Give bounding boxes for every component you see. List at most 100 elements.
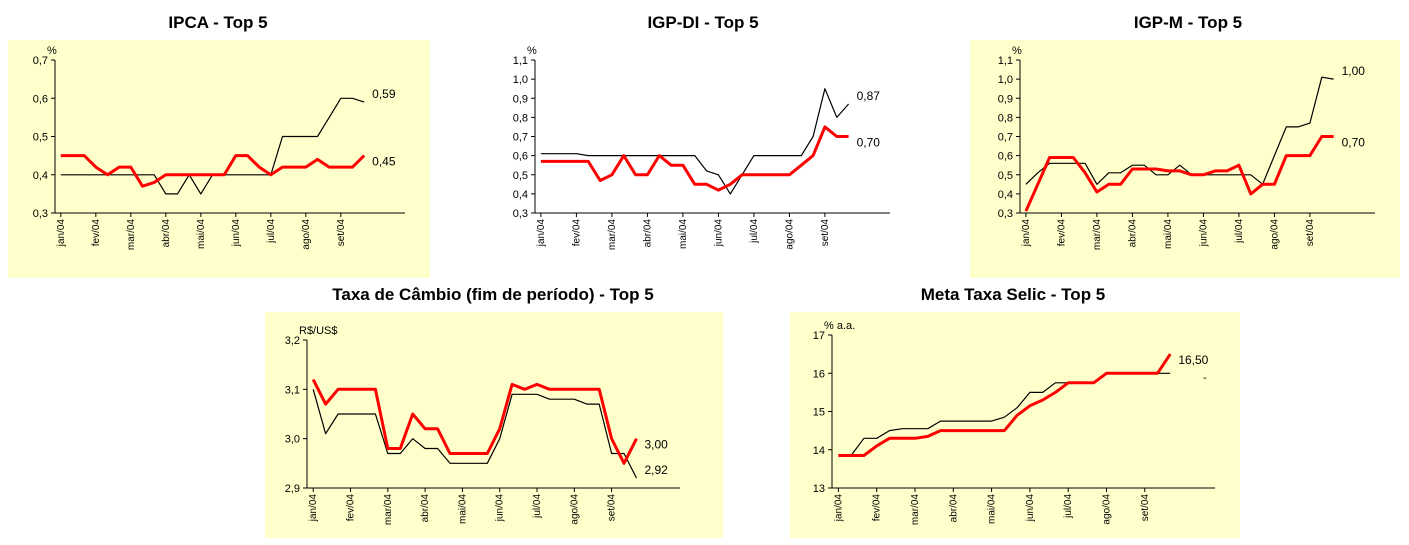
x-tick-label: ago/04 (301, 219, 312, 250)
chart-title: Meta Taxa Selic - Top 5 (921, 285, 1106, 304)
x-tick-label: set/04 (1140, 494, 1151, 522)
y-tick-label: 13 (813, 483, 825, 495)
y-tick-label: 0,5 (513, 170, 528, 182)
series-line (1024, 135, 1334, 212)
y-tick-label: 3,2 (285, 335, 300, 347)
y-tick-label: 0,3 (33, 208, 48, 220)
x-tick-label: jun/04 (1025, 494, 1036, 523)
x-tick-label: abr/04 (642, 219, 653, 248)
x-tick-label: mar/04 (1092, 219, 1103, 251)
y-tick-label: 0,6 (998, 151, 1013, 163)
x-tick-label: jan/04 (308, 494, 319, 523)
y-tick-label: 14 (813, 445, 825, 457)
chart-title: Taxa de Câmbio (fim de período) - Top 5 (332, 285, 653, 304)
y-tick-label: 0,7 (998, 132, 1013, 144)
x-tick-label: jun/04 (713, 219, 724, 248)
x-tick-label: abr/04 (161, 219, 172, 248)
value-label: 0,70 (1342, 136, 1366, 150)
y-tick-label: 0,7 (33, 55, 48, 67)
value-label: 1,00 (1342, 64, 1366, 78)
x-tick-label: ago/04 (1269, 219, 1280, 250)
y-tick-label: 16 (813, 368, 825, 380)
x-tick-label: mar/04 (910, 494, 921, 526)
x-tick-label: jul/04 (532, 494, 543, 519)
series-line (838, 353, 1172, 457)
y-axis-label: % (1012, 45, 1022, 57)
y-tick-label: 3,0 (285, 434, 300, 446)
series-line (60, 154, 366, 188)
y-tick-label: 0,4 (513, 189, 528, 201)
y-tick-label: 0,5 (33, 132, 48, 144)
x-tick-label: mai/04 (196, 219, 207, 249)
y-axis-label: % a.a. (824, 320, 855, 332)
x-tick-label: fev/04 (1056, 219, 1067, 247)
series-line (540, 125, 849, 192)
series-line (312, 389, 638, 479)
x-tick-label: set/04 (607, 494, 618, 522)
x-tick-label: fev/04 (346, 494, 357, 522)
y-tick-label: 0,4 (33, 170, 48, 182)
y-tick-label: 0,3 (513, 208, 528, 220)
x-tick-label: ago/04 (784, 219, 795, 250)
chart-panel (790, 312, 1240, 538)
chart-panel (265, 312, 723, 538)
x-tick-label: jul/04 (1234, 219, 1245, 244)
value-label: 0,45 (372, 155, 396, 169)
chart-panel (970, 40, 1400, 278)
x-tick-label: abr/04 (1127, 219, 1138, 248)
x-tick-label: jun/04 (1198, 219, 1209, 248)
x-tick-label: jan/04 (536, 219, 547, 248)
y-tick-label: 0,5 (998, 170, 1013, 182)
x-tick-label: jul/04 (1063, 494, 1074, 519)
x-tick-label: fev/04 (91, 219, 102, 247)
x-tick-label: jan/04 (56, 219, 67, 248)
x-tick-label: jul/04 (266, 219, 277, 244)
y-tick-label: 2,9 (285, 483, 300, 495)
x-tick-label: set/04 (820, 219, 831, 247)
x-tick-label: mai/04 (987, 494, 998, 524)
value-label: 2,92 (644, 463, 668, 477)
y-tick-label: 0,9 (513, 93, 528, 105)
y-tick-label: 1,0 (998, 74, 1013, 86)
y-tick-label: 17 (813, 330, 825, 342)
value-label: 16,50 (1178, 353, 1208, 367)
annotation: - (1203, 372, 1207, 384)
y-tick-label: 15 (813, 407, 825, 419)
y-tick-label: 3,1 (285, 384, 300, 396)
series-line (311, 378, 638, 465)
y-tick-label: 0,8 (513, 112, 528, 124)
y-tick-label: 1,1 (513, 55, 528, 67)
x-tick-label: set/04 (1305, 219, 1316, 247)
y-tick-label: 0,6 (513, 151, 528, 163)
x-tick-label: fev/04 (872, 494, 883, 522)
y-tick-label: 0,6 (33, 93, 48, 105)
x-tick-label: jul/04 (749, 219, 760, 244)
chart-title: IGP-M - Top 5 (1134, 13, 1242, 32)
value-label: 0,70 (857, 136, 881, 150)
value-label: 3,00 (644, 438, 668, 452)
y-axis-label: % (47, 45, 57, 57)
value-label: 0,59 (372, 87, 396, 101)
y-tick-label: 1,0 (513, 74, 528, 86)
x-tick-label: mar/04 (126, 219, 137, 251)
x-tick-label: abr/04 (948, 494, 959, 523)
x-tick-label: jun/04 (495, 494, 506, 523)
y-tick-label: 1,1 (998, 55, 1013, 67)
value-label: 0,87 (857, 89, 881, 103)
x-tick-label: abr/04 (420, 494, 431, 523)
x-tick-label: set/04 (336, 219, 347, 247)
x-tick-label: ago/04 (1101, 494, 1112, 525)
y-axis-label: % (527, 45, 537, 57)
chart-title: IGP-DI - Top 5 (647, 13, 758, 32)
y-tick-label: 0,9 (998, 93, 1013, 105)
x-tick-label: mai/04 (457, 494, 468, 524)
x-tick-label: jun/04 (231, 219, 242, 248)
x-tick-label: mai/04 (1163, 219, 1174, 249)
x-tick-label: ago/04 (569, 494, 580, 525)
y-tick-label: 0,4 (998, 189, 1013, 201)
y-axis-label: R$/US$ (299, 325, 338, 337)
series-line (540, 88, 850, 195)
chart-panel (8, 40, 430, 278)
x-tick-label: jan/04 (1021, 219, 1032, 248)
